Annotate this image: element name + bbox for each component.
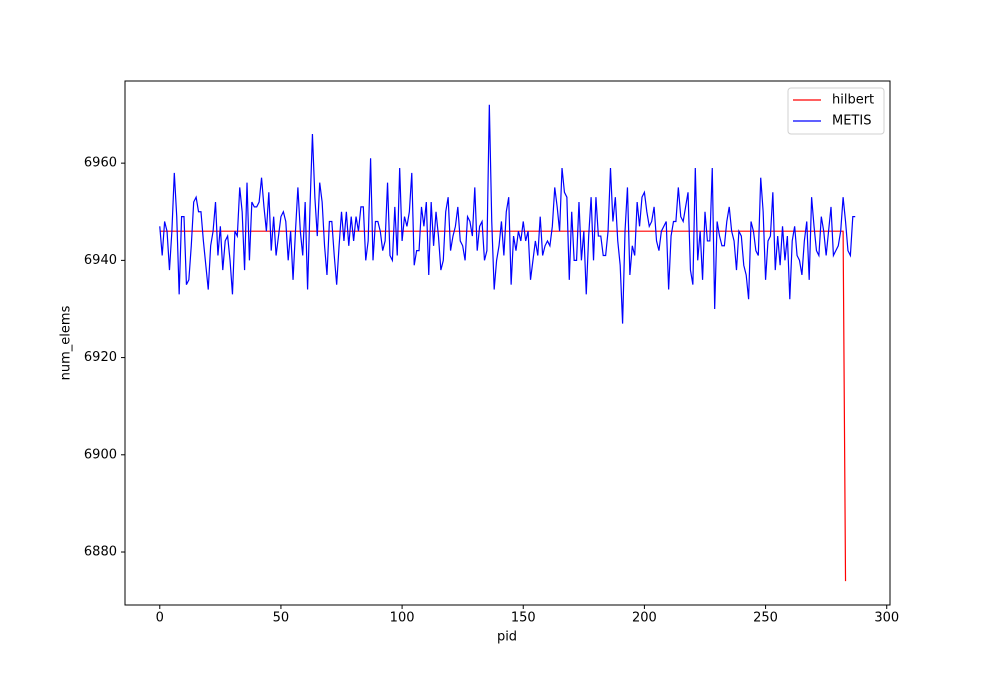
legend-label: METIS [832, 114, 871, 129]
x-tick-label: 250 [753, 611, 778, 626]
y-tick-label: 6900 [84, 447, 117, 462]
x-tick-label: 300 [874, 611, 899, 626]
x-axis-label: pid [497, 630, 517, 645]
x-tick-label: 50 [273, 611, 290, 626]
plot-frame [124, 80, 891, 606]
y-tick-label: 6920 [84, 350, 117, 365]
y-tick-label: 6960 [84, 156, 117, 171]
x-tick-label: 200 [632, 611, 657, 626]
y-tick-label: 6880 [84, 545, 117, 560]
x-tick-label: 150 [511, 611, 536, 626]
y-tick-label: 6940 [84, 253, 117, 268]
x-tick-label: 0 [156, 611, 164, 626]
y-axis-label: num_elems [59, 305, 74, 380]
line-series [159, 104, 856, 324]
line-series [159, 230, 847, 582]
x-tick-label: 100 [390, 611, 415, 626]
legend-label: hilbert [832, 93, 874, 108]
